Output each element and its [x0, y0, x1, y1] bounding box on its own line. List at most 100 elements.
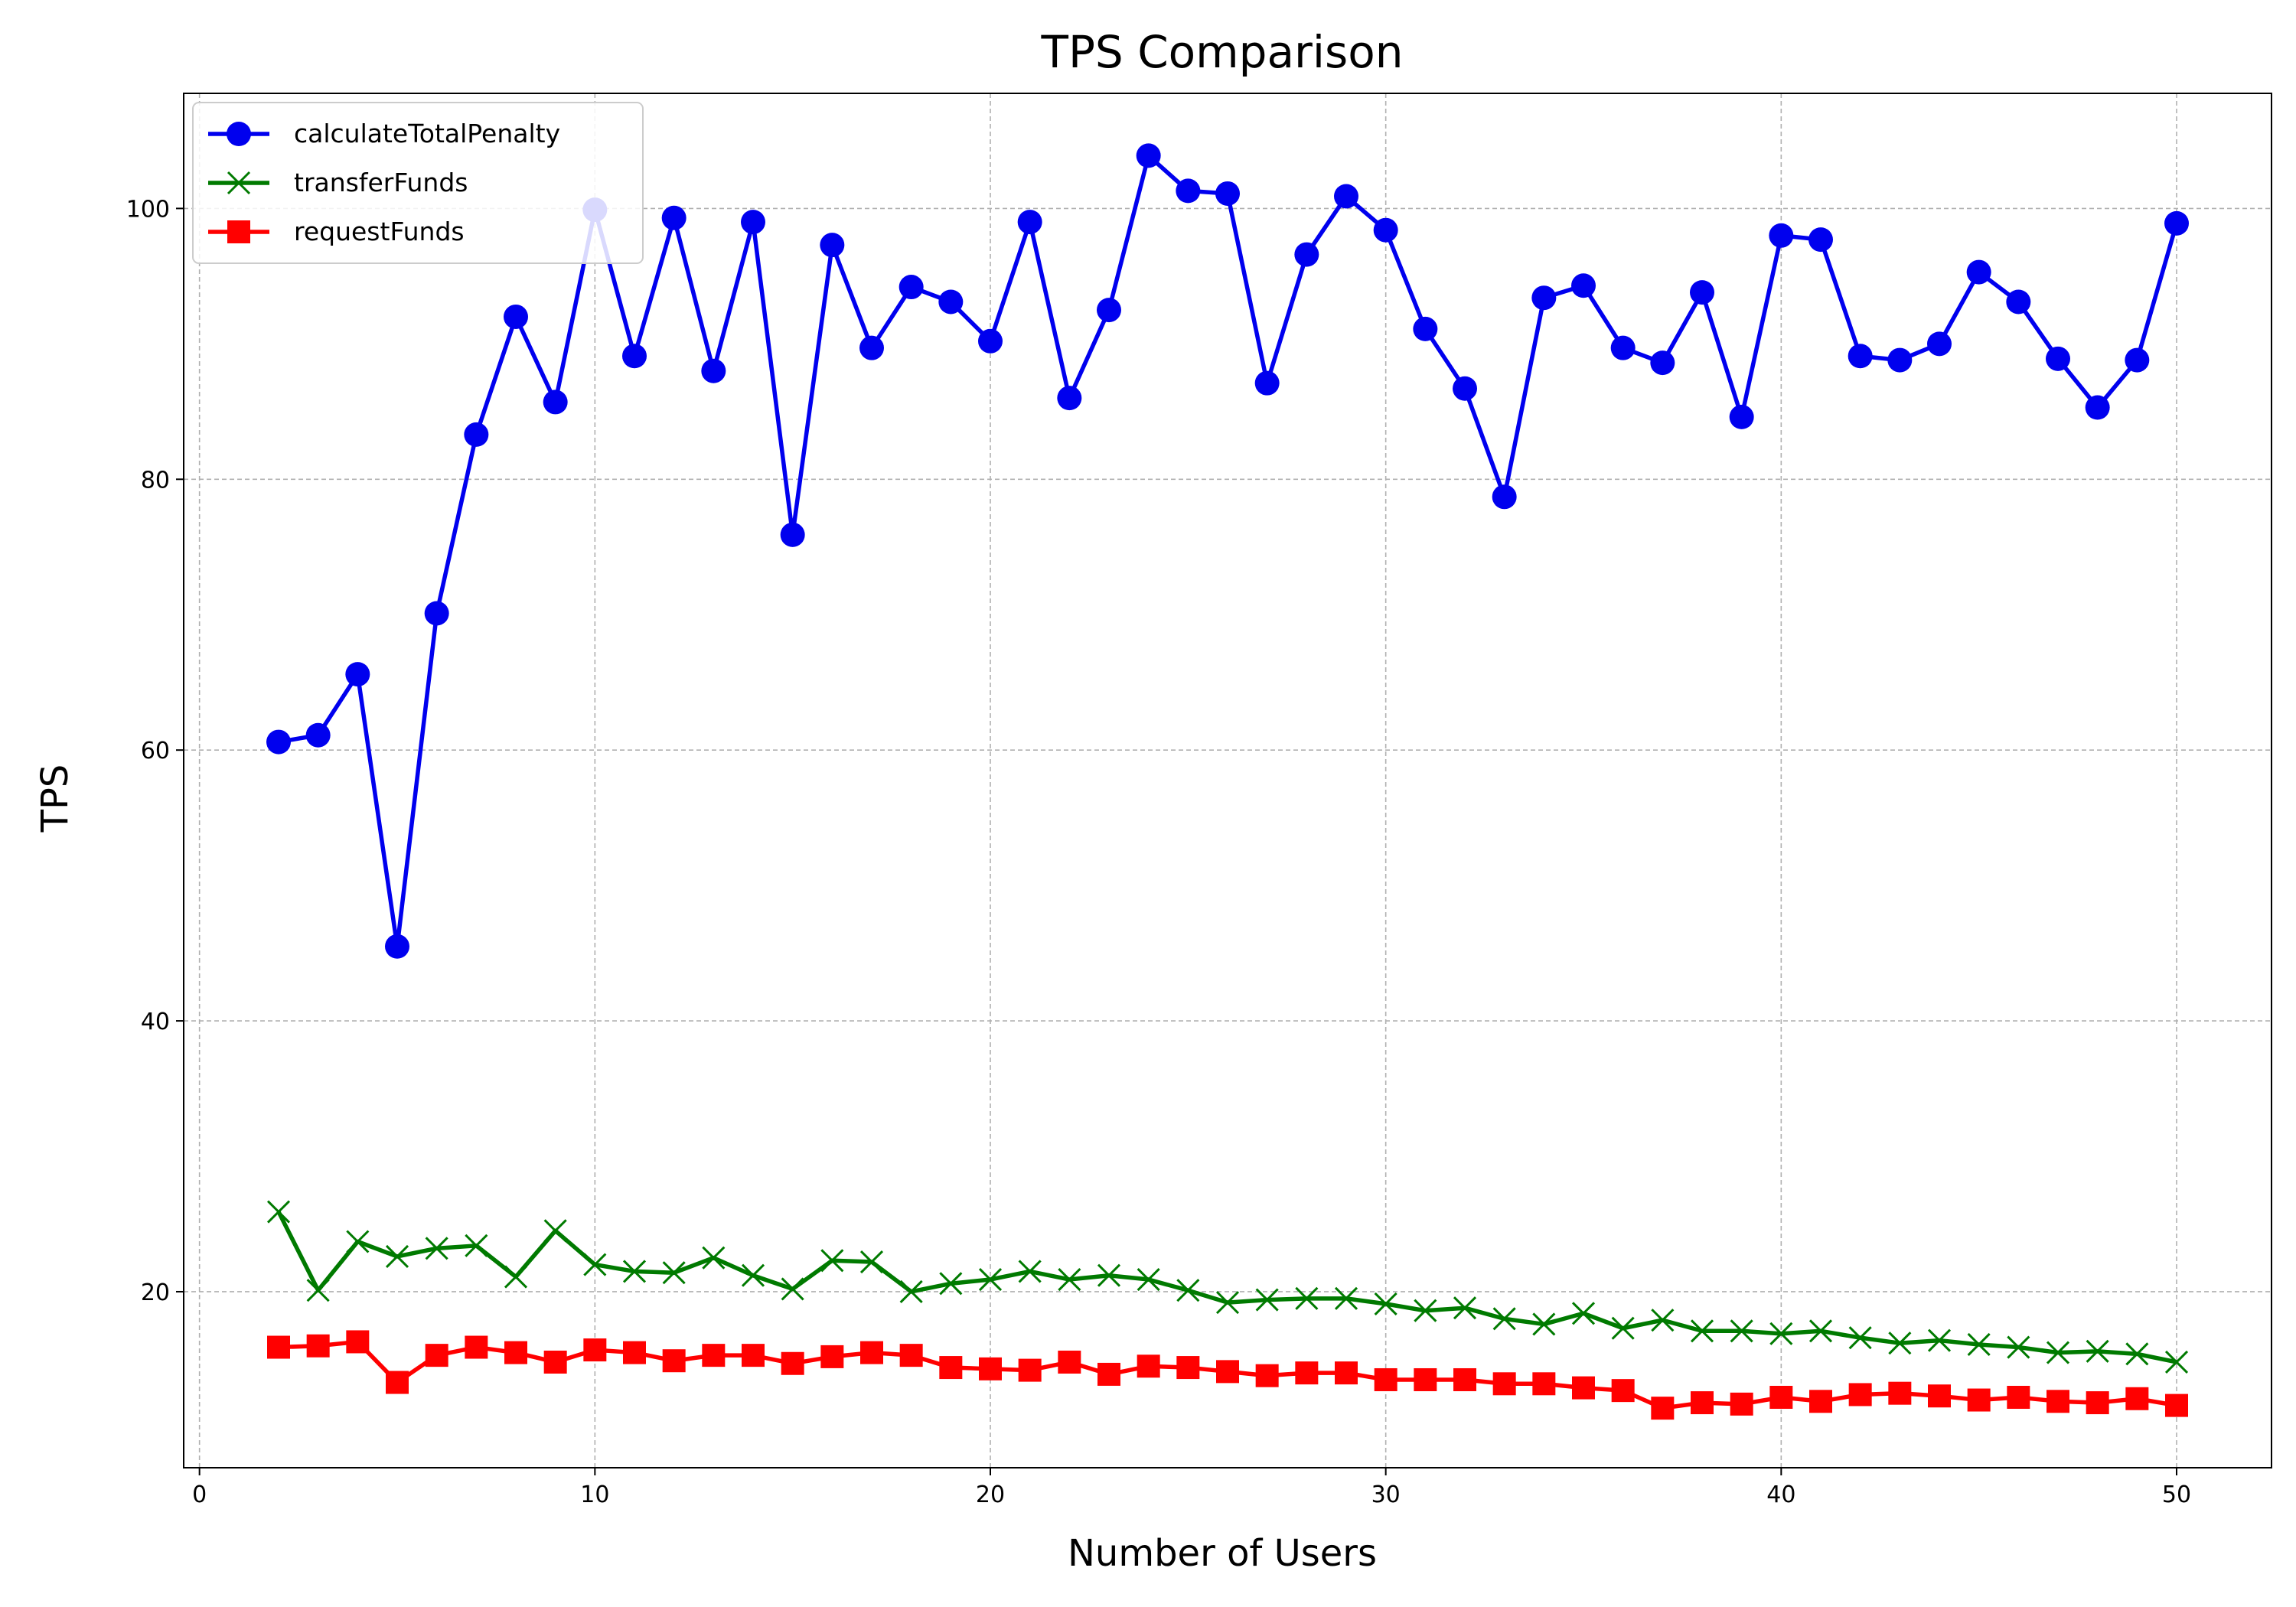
data-point	[504, 304, 528, 329]
data-point	[1848, 344, 1873, 369]
x-tick-label: 40	[1766, 1482, 1795, 1508]
data-point	[267, 1335, 290, 1359]
legend-item-requestFunds: requestFunds	[208, 217, 465, 246]
data-point	[820, 1249, 844, 1273]
data-point	[1532, 1372, 1556, 1396]
legend-label: requestFunds	[294, 217, 465, 246]
data-point	[385, 1244, 409, 1269]
data-point	[1651, 1309, 1675, 1332]
data-point	[1887, 347, 1913, 373]
data-point	[1610, 335, 1636, 360]
data-point	[1690, 1319, 1714, 1343]
data-point	[1097, 298, 1121, 323]
data-point	[1176, 1279, 1200, 1302]
series-calculateTotalPenalty	[266, 143, 2189, 959]
data-point	[1571, 273, 1596, 298]
data-point	[2047, 1390, 2069, 1413]
data-point	[1848, 1326, 1872, 1350]
data-point	[702, 1246, 726, 1270]
data-point	[1453, 1367, 1476, 1391]
legend-label: transferFunds	[294, 168, 468, 197]
legend-swatch-marker	[227, 220, 250, 243]
data-point	[1334, 184, 1358, 209]
data-point	[385, 934, 409, 959]
axis-ticks: 0 10 20 30 40 50 20 40 60 80 100	[126, 196, 2191, 1508]
data-point	[1691, 1391, 1714, 1415]
data-point	[1927, 1328, 1952, 1352]
legend-box	[192, 102, 644, 264]
data-point	[543, 390, 568, 415]
data-point	[1097, 1362, 1120, 1386]
data-point	[2046, 346, 2070, 371]
data-point	[1294, 242, 1319, 267]
data-point	[266, 1200, 291, 1224]
data-point	[465, 1335, 488, 1359]
data-point	[425, 1237, 448, 1260]
data-point	[1254, 370, 1280, 396]
data-point	[583, 1338, 607, 1362]
data-point	[583, 1253, 607, 1276]
data-point	[1651, 1397, 1675, 1420]
data-point	[1176, 1356, 1200, 1380]
data-point	[1413, 316, 1438, 341]
data-point	[1137, 1354, 1160, 1378]
legend-item-transferFunds: transferFunds	[208, 168, 468, 197]
data-point	[1809, 1390, 1832, 1413]
data-point	[1058, 1350, 1081, 1374]
data-point	[345, 662, 370, 687]
data-point	[939, 1356, 963, 1380]
data-point	[346, 1330, 370, 1354]
data-point	[1335, 1361, 1358, 1385]
data-point	[1611, 1316, 1635, 1340]
data-point	[781, 1351, 804, 1375]
data-point	[306, 1279, 330, 1302]
data-point	[386, 1371, 409, 1394]
data-point	[266, 729, 291, 755]
data-point	[1295, 1361, 1319, 1385]
data-point	[741, 210, 765, 235]
data-point	[1492, 484, 1517, 510]
data-point	[1730, 1319, 1753, 1343]
data-point	[662, 1261, 686, 1285]
data-point	[1808, 1319, 1833, 1343]
y-tick-label: 100	[126, 196, 170, 223]
data-point	[1967, 1388, 1991, 1412]
data-point	[1888, 1381, 1912, 1405]
data-point	[1453, 376, 1477, 401]
data-point	[1611, 1379, 1635, 1403]
data-point	[1888, 1332, 1912, 1355]
data-point	[1531, 285, 1557, 311]
data-point	[859, 335, 884, 360]
data-point	[1690, 280, 1714, 305]
data-point	[701, 358, 726, 383]
data-point	[622, 344, 647, 369]
plot-series	[266, 143, 2189, 1420]
data-point	[1058, 1267, 1081, 1292]
data-point	[702, 1344, 726, 1367]
x-tick-label: 10	[580, 1482, 609, 1508]
data-point	[1453, 1296, 1477, 1320]
data-point	[465, 1234, 488, 1257]
data-point	[1216, 1360, 1239, 1384]
data-point	[1255, 1288, 1279, 1312]
data-point	[1848, 1383, 1872, 1407]
data-point	[306, 1334, 330, 1358]
data-point	[1808, 227, 1833, 253]
data-point	[899, 1279, 923, 1304]
grid-lines	[184, 93, 2272, 1468]
data-point	[1017, 210, 1042, 235]
data-point	[2165, 1393, 2188, 1417]
data-point	[425, 1344, 448, 1367]
data-point	[1018, 1260, 1042, 1283]
chart-title: TPS Comparison	[1041, 26, 1404, 78]
series-requestFunds	[267, 1330, 2188, 1420]
data-point	[1176, 178, 1201, 204]
data-point	[1215, 181, 1240, 206]
data-point	[820, 233, 845, 258]
data-point	[1215, 1291, 1240, 1315]
data-point	[2007, 1335, 2030, 1359]
data-point	[1532, 1312, 1556, 1336]
data-point	[2006, 289, 2031, 315]
data-point	[820, 1345, 844, 1368]
